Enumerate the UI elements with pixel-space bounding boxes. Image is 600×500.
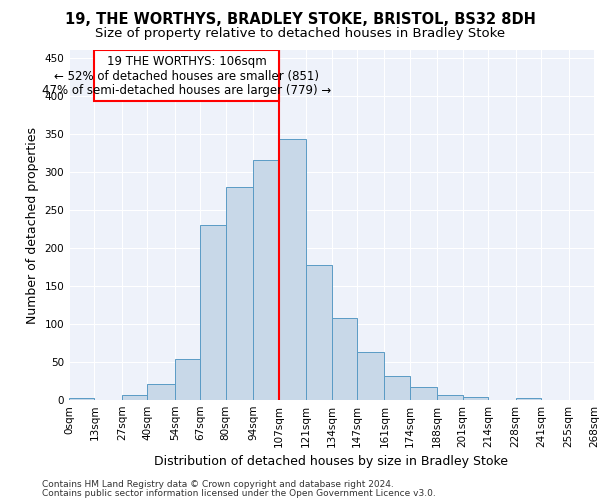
Bar xyxy=(69,398,94,400)
Bar xyxy=(200,225,226,400)
Bar xyxy=(515,398,541,400)
X-axis label: Distribution of detached houses by size in Bradley Stoke: Distribution of detached houses by size … xyxy=(155,456,509,468)
Text: ← 52% of detached houses are smaller (851): ← 52% of detached houses are smaller (85… xyxy=(54,70,319,83)
Bar xyxy=(148,384,175,400)
Bar xyxy=(463,397,488,400)
Text: Contains HM Land Registry data © Crown copyright and database right 2024.: Contains HM Land Registry data © Crown c… xyxy=(42,480,394,489)
Bar xyxy=(357,352,385,400)
Bar xyxy=(175,359,200,400)
Text: 47% of semi-detached houses are larger (779) →: 47% of semi-detached houses are larger (… xyxy=(42,84,331,97)
Bar xyxy=(306,266,331,400)
Bar xyxy=(122,396,148,400)
Bar xyxy=(410,387,437,400)
Bar xyxy=(437,394,463,400)
Text: Size of property relative to detached houses in Bradley Stoke: Size of property relative to detached ho… xyxy=(95,28,505,40)
Text: 19, THE WORTHYS, BRADLEY STOKE, BRISTOL, BS32 8DH: 19, THE WORTHYS, BRADLEY STOKE, BRISTOL,… xyxy=(65,12,535,28)
Bar xyxy=(385,376,410,400)
Bar xyxy=(226,187,253,400)
Text: 19 THE WORTHYS: 106sqm: 19 THE WORTHYS: 106sqm xyxy=(107,56,266,68)
Bar xyxy=(278,139,306,400)
Bar xyxy=(331,318,357,400)
Bar xyxy=(253,160,278,400)
Y-axis label: Number of detached properties: Number of detached properties xyxy=(26,126,39,324)
Text: Contains public sector information licensed under the Open Government Licence v3: Contains public sector information licen… xyxy=(42,488,436,498)
FancyBboxPatch shape xyxy=(94,50,278,101)
